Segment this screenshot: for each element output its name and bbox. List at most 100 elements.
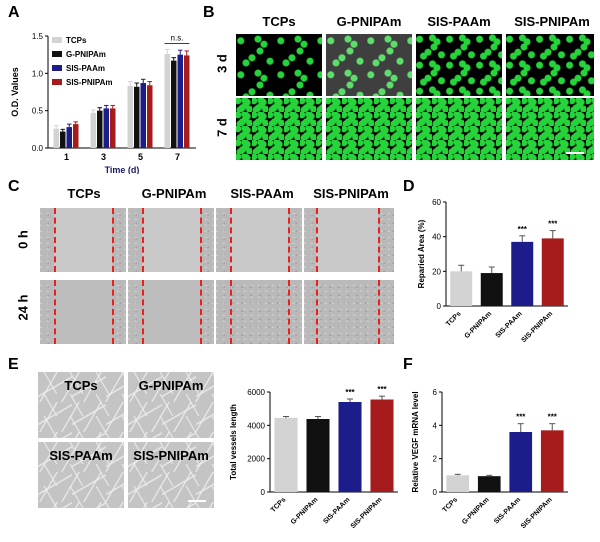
y-tick-label: 4000: [247, 421, 265, 430]
panel-label-d: D: [403, 178, 415, 195]
significance-mark: ***: [516, 413, 526, 422]
bar-sis-paam-3: [103, 108, 109, 148]
chart-e-vessel-length: 0 2000 4000 6000 TCPs G-PNIPAm *** SIS-PAAm *** S…: [229, 385, 398, 530]
legend-swatch-sis-paam: [52, 65, 62, 71]
bar-sis-paam: [509, 432, 533, 492]
tube-image-sispnipam: [128, 442, 214, 508]
chart-d-repaired-area: 0 20 40 60 TCPs G-PNIPAm *** SIS-PAAm *** SIS-PNI…: [417, 198, 568, 344]
bar-sis-pnipam: [540, 430, 564, 492]
scratch-image-gpnipam-0h: [128, 208, 214, 272]
significance-mark: ***: [518, 225, 528, 234]
x-tick-label-sis-pnipam: SIS-PNIPAm: [350, 496, 384, 530]
b-row-label-3d: 3 d: [214, 54, 230, 73]
e-image-label-tcps: TCPs: [64, 378, 98, 393]
e-image-label-sispnipam: SIS-PNIPAm: [133, 448, 209, 463]
y-tick-label: 20: [432, 267, 441, 276]
scratch-image-sispaam-24h: [216, 280, 302, 344]
scratch-image-gpnipam-24h: [128, 280, 214, 344]
bar-g-pnipam: [480, 273, 503, 306]
x-tick-label: 5: [138, 152, 143, 162]
c-row-label-0h: 0 h: [15, 230, 31, 249]
b-col-header-gpnipam: G-PNIPAm: [336, 14, 402, 29]
y-tick-label: 2: [433, 455, 438, 464]
significance-mark: ***: [548, 220, 558, 229]
legend-label-g-pnipam: G-PNIPAm: [66, 50, 106, 59]
y-axis-label: Relative VEGF mRNA level: [411, 391, 420, 492]
legend-swatch-tcps: [52, 37, 62, 43]
x-tick-label-sis-paam: SIS-PAAm: [493, 496, 522, 525]
legend-label-sis-pnipam: SIS-PNIPAm: [66, 78, 113, 87]
scratch-image-sispnipam-24h: [304, 280, 394, 344]
c-col-header-sispnipam: SIS-PNIPAm: [313, 186, 389, 201]
bar-g-pnipam-5: [134, 86, 140, 148]
bar-tcps: [450, 271, 473, 306]
bar-sis-pnipam-5: [147, 85, 153, 148]
y-tick-label: 4: [433, 421, 438, 430]
panel-label-f: F: [403, 356, 413, 373]
y-tick-label: 1.5: [32, 32, 44, 41]
scale-bar-e: [188, 500, 206, 502]
panel-label-b: B: [203, 4, 215, 21]
chart-a-od-values: 0.0 0.5 1.0 1.5 1 3 5 7 Time (d) O.D. Values TCPs G…: [10, 32, 196, 174]
bar-sis-paam-7: [177, 54, 183, 148]
bar-g-pnipam-3: [97, 110, 103, 148]
bar-tcps-7: [164, 53, 170, 148]
y-tick-label: 1.0: [32, 69, 44, 78]
fluorescence-image-sispaam-3d: [416, 34, 502, 96]
x-tick-label-tcps: TCPs: [442, 496, 460, 514]
bar-sis-pnipam: [541, 238, 564, 306]
y-axis-label: O.D. Values: [10, 67, 20, 117]
scratch-image-sispnipam-0h: [304, 208, 394, 272]
y-tick-label: 40: [432, 233, 441, 242]
significance-mark: ***: [345, 388, 355, 397]
bar-g-pnipam: [306, 419, 330, 492]
e-image-label-gpnipam: G-PNIPAm: [138, 378, 204, 393]
scratch-image-tcps-0h: [40, 208, 126, 272]
x-tick-label-sis-paam: SIS-PAAm: [495, 310, 524, 339]
legend-label-sis-paam: SIS-PAAm: [66, 64, 105, 73]
x-tick-label: 3: [101, 152, 106, 162]
c-row-label-24h: 24 h: [15, 294, 31, 321]
b-col-header-sispaam: SIS-PAAm: [427, 14, 491, 29]
chart-f-vegf-mrna: 0 2 4 6 TCPs G-PNIPAm *** SIS-PAAm *** SIS-PNIPAm…: [411, 388, 568, 530]
x-tick-label-sis-pnipam: SIS-PNIPAm: [520, 496, 554, 530]
fluorescence-image-tcps-3d: [236, 34, 322, 96]
bar-sis-paam-5: [140, 83, 146, 148]
b-col-header-tcps: TCPs: [262, 14, 296, 29]
x-tick-label-g-pnipam: G-PNIPAm: [461, 496, 491, 526]
y-tick-label: 0.5: [32, 107, 44, 116]
fluorescence-image-tcps-7d: [236, 98, 322, 160]
y-tick-label: 0.0: [32, 144, 44, 153]
bar-g-pnipam-7: [171, 60, 177, 148]
legend-swatch-g-pnipam: [52, 51, 62, 57]
x-tick-label-sis-paam: SIS-PAAm: [322, 496, 351, 525]
scratch-image-sispaam-0h: [216, 208, 302, 272]
legend-label-tcps: TCPs: [66, 36, 87, 45]
legend-swatch-sis-pnipam: [52, 79, 62, 85]
ns-annotation: n.s.: [171, 33, 184, 42]
scratch-image-tcps-24h: [40, 280, 126, 344]
panel-label-c: C: [8, 178, 20, 195]
c-col-header-gpnipam: G-PNIPAm: [141, 186, 207, 201]
bar-sis-pnipam: [370, 399, 394, 492]
y-tick-label: 0: [261, 488, 266, 497]
panel-label-a: A: [8, 4, 20, 21]
bar-tcps-3: [90, 112, 96, 148]
significance-mark: ***: [548, 413, 558, 422]
x-tick-label-g-pnipam: G-PNIPAm: [464, 310, 494, 340]
tube-image-sispaam: [38, 442, 124, 508]
b-col-header-sispnipam: SIS-PNIPAm: [514, 14, 590, 29]
bar-g-pnipam: [477, 476, 501, 492]
bar-g-pnipam-1: [60, 131, 66, 148]
x-tick-label-g-pnipam: G-PNIPAm: [290, 496, 320, 526]
fluorescence-image-gpnipam-3d: [326, 34, 412, 96]
bar-sis-paam-1: [66, 127, 72, 148]
c-col-header-tcps: TCPs: [67, 186, 101, 201]
fluorescence-image-gpnipam-7d: [326, 98, 412, 160]
bar-tcps: [274, 417, 298, 492]
y-tick-label: 6000: [247, 388, 265, 397]
x-tick-label-sis-pnipam: SIS-PNIPAm: [520, 310, 554, 344]
b-row-label-7d: 7 d: [214, 118, 230, 137]
x-tick-label-tcps: TCPs: [270, 496, 288, 514]
